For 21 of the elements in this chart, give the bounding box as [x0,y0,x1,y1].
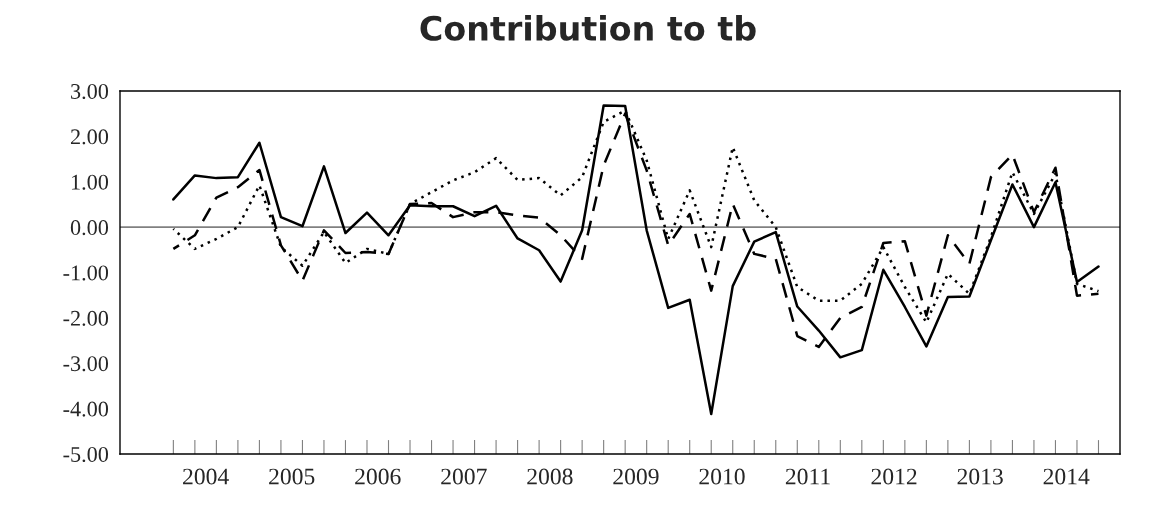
x-tick-label: 2008 [527,468,573,485]
x-tick-label: 2012 [871,468,917,485]
x-tick-label: 2005 [269,468,315,485]
y-tick-label: -1.00 [63,265,109,281]
y-tick-label: -5.00 [63,446,109,463]
y-tick-label: 2.00 [70,129,109,145]
y-tick-label: 3.00 [71,83,109,100]
x-tick-label: 2010 [699,468,745,485]
y-tick-label: 1.00 [71,174,109,190]
y-tick-label: -3.00 [63,356,109,372]
y-tick-label: -2.00 [63,310,109,326]
x-tick-label: 2009 [613,468,659,485]
x-tick-label: 2011 [785,468,830,485]
y-tick-label: -4.00 [63,401,109,417]
x-tick-label: 2004 [183,468,229,485]
x-tick-label: 2007 [441,468,487,485]
chart-title: Contribution to tb [420,15,756,41]
x-tick-label: 2013 [957,468,1003,485]
y-tick-label: 0.00 [70,220,109,236]
x-tick-label: 2006 [355,468,401,485]
x-tick-label: 2014 [1043,468,1090,485]
